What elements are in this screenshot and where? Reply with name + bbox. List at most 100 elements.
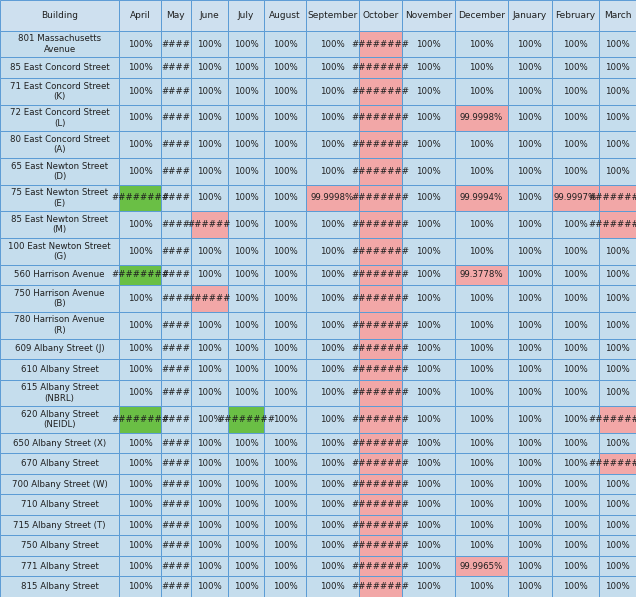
Bar <box>455 104 508 131</box>
Bar <box>265 184 306 211</box>
Bar <box>0 238 120 264</box>
Bar <box>120 238 161 264</box>
Text: 100%: 100% <box>233 220 258 229</box>
Text: 100%: 100% <box>563 562 588 571</box>
Text: 100%: 100% <box>605 541 630 550</box>
Text: 100%: 100% <box>517 521 542 530</box>
Text: 100%: 100% <box>273 389 298 398</box>
Text: 100%: 100% <box>128 439 153 448</box>
Bar <box>161 264 191 285</box>
Bar <box>161 380 191 406</box>
Text: ####: #### <box>162 294 190 303</box>
Text: 100%: 100% <box>517 321 542 330</box>
Bar <box>228 238 265 264</box>
Bar <box>403 211 455 238</box>
Bar <box>551 264 599 285</box>
Bar <box>455 57 508 78</box>
Text: 100%: 100% <box>605 365 630 374</box>
Bar <box>0 453 120 474</box>
Text: 100%: 100% <box>563 220 588 229</box>
Bar <box>508 264 551 285</box>
Bar <box>455 211 508 238</box>
Bar <box>551 285 599 312</box>
Bar <box>191 536 228 556</box>
Bar <box>265 359 306 380</box>
Bar <box>455 264 508 285</box>
Text: 100%: 100% <box>417 321 441 330</box>
Bar <box>228 359 265 380</box>
Bar <box>228 285 265 312</box>
Text: 100%: 100% <box>517 63 542 72</box>
Bar <box>359 515 403 536</box>
Bar <box>599 238 636 264</box>
Text: 100%: 100% <box>273 270 298 279</box>
Text: ####: #### <box>162 321 190 330</box>
Bar <box>599 515 636 536</box>
Bar <box>551 211 599 238</box>
Text: 100%: 100% <box>320 220 345 229</box>
Bar <box>161 577 191 597</box>
Bar <box>191 184 228 211</box>
Text: 100%: 100% <box>233 389 258 398</box>
Bar <box>306 474 359 494</box>
Bar <box>191 494 228 515</box>
Text: October: October <box>363 11 399 20</box>
Bar <box>191 556 228 577</box>
Text: 100%: 100% <box>563 247 588 256</box>
Text: 100%: 100% <box>517 500 542 509</box>
Text: 100%: 100% <box>273 220 298 229</box>
Text: 100%: 100% <box>197 479 221 489</box>
Bar <box>359 131 403 158</box>
Text: 100%: 100% <box>417 220 441 229</box>
Text: 100%: 100% <box>469 541 494 550</box>
Text: 780 Harrison Avenue
(R): 780 Harrison Avenue (R) <box>15 315 105 335</box>
Bar <box>508 78 551 104</box>
Bar <box>359 57 403 78</box>
Text: 99.3778%: 99.3778% <box>460 270 503 279</box>
Bar <box>120 406 161 433</box>
Text: ####: #### <box>162 521 190 530</box>
Bar <box>359 78 403 104</box>
Text: ########: ######## <box>588 415 636 424</box>
Text: July: July <box>238 11 254 20</box>
Bar <box>599 104 636 131</box>
Text: ####: #### <box>162 220 190 229</box>
Bar <box>120 131 161 158</box>
Text: 100%: 100% <box>417 562 441 571</box>
Text: 100%: 100% <box>128 344 153 353</box>
Text: 72 East Concord Street
(L): 72 East Concord Street (L) <box>10 108 109 128</box>
Text: 100%: 100% <box>273 63 298 72</box>
Bar <box>306 453 359 474</box>
Text: 100%: 100% <box>233 39 258 48</box>
Text: 99.9998%: 99.9998% <box>460 113 503 122</box>
Bar <box>265 78 306 104</box>
Text: 100%: 100% <box>417 270 441 279</box>
Bar <box>120 515 161 536</box>
Bar <box>306 515 359 536</box>
Text: 100%: 100% <box>605 439 630 448</box>
Text: 100%: 100% <box>417 193 441 202</box>
Text: August: August <box>270 11 301 20</box>
Bar <box>228 184 265 211</box>
Text: 100%: 100% <box>197 140 221 149</box>
Bar <box>191 158 228 184</box>
Text: 100%: 100% <box>128 541 153 550</box>
Bar <box>0 433 120 453</box>
Text: ########: ######## <box>352 87 410 96</box>
Text: 100%: 100% <box>197 193 221 202</box>
Text: 100%: 100% <box>273 459 298 468</box>
Bar <box>403 131 455 158</box>
Text: 670 Albany Street: 670 Albany Street <box>21 459 99 468</box>
Text: 100%: 100% <box>197 247 221 256</box>
Bar <box>403 536 455 556</box>
Text: 100%: 100% <box>128 247 153 256</box>
Bar <box>599 211 636 238</box>
Text: 80 East Concord Street
(A): 80 East Concord Street (A) <box>10 135 109 155</box>
Bar <box>265 515 306 536</box>
Bar <box>191 433 228 453</box>
Bar <box>265 380 306 406</box>
Text: 100%: 100% <box>605 500 630 509</box>
Text: ########: ######## <box>352 270 410 279</box>
Text: 100%: 100% <box>233 247 258 256</box>
Bar <box>359 380 403 406</box>
